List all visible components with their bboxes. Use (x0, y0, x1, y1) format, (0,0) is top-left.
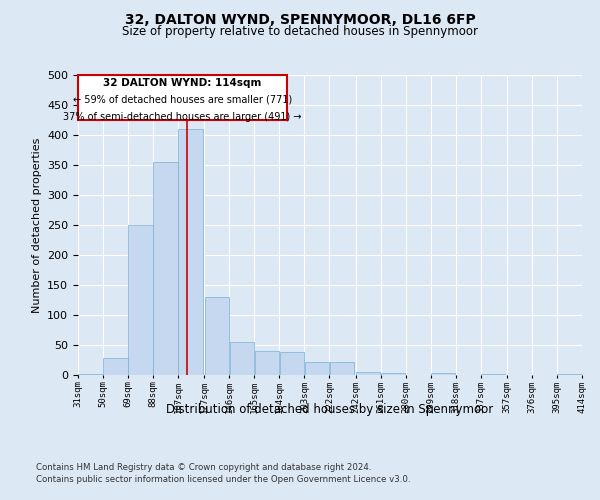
Text: Size of property relative to detached houses in Spennymoor: Size of property relative to detached ho… (122, 25, 478, 38)
Bar (178, 129, 203, 375)
Text: 32, DALTON WYND, SPENNYMOOR, DL16 6FP: 32, DALTON WYND, SPENNYMOOR, DL16 6FP (125, 12, 475, 26)
Bar (205, 297, 229, 375)
Bar (154, 162, 178, 375)
FancyBboxPatch shape (78, 75, 287, 120)
Bar (329, 362, 354, 375)
Text: Distribution of detached houses by size in Spennymoor: Distribution of detached houses by size … (166, 402, 494, 415)
Bar (481, 374, 505, 375)
Text: ← 59% of detached houses are smaller (771): ← 59% of detached houses are smaller (77… (73, 94, 292, 104)
Bar (79, 374, 103, 375)
Bar (280, 352, 304, 375)
Text: 32 DALTON WYND: 114sqm: 32 DALTON WYND: 114sqm (103, 78, 262, 88)
Bar (254, 351, 279, 375)
Bar (230, 342, 254, 375)
Bar (356, 372, 380, 375)
Bar (103, 358, 128, 375)
Text: Contains HM Land Registry data © Crown copyright and database right 2024.: Contains HM Land Registry data © Crown c… (36, 462, 371, 471)
Bar (431, 373, 455, 375)
Bar (381, 373, 406, 375)
Text: Contains public sector information licensed under the Open Government Licence v3: Contains public sector information licen… (36, 475, 410, 484)
Bar (557, 374, 581, 375)
Bar (305, 362, 329, 375)
Text: 37% of semi-detached houses are larger (491) →: 37% of semi-detached houses are larger (… (64, 112, 302, 122)
Y-axis label: Number of detached properties: Number of detached properties (32, 138, 41, 312)
Bar (128, 225, 152, 375)
